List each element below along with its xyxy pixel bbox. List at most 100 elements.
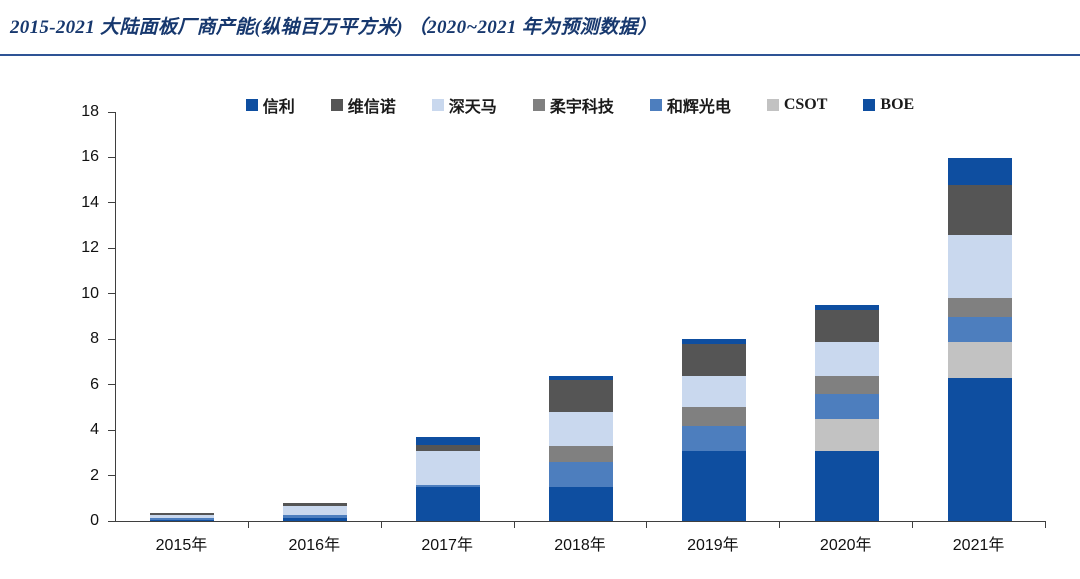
bar-series-container [116,112,1046,521]
y-tick-mark [108,429,115,431]
stacked-bar [681,112,746,521]
y-axis: 0 2 4 6 8 10 12 14 16 18 [0,104,115,529]
x-axis-label: 2021年 [952,537,1005,554]
title-divider [0,54,1080,56]
bar-segment-和辉光电 [150,517,215,520]
x-tick-mark [513,521,515,528]
bar-segment-BOE [549,486,613,521]
stacked-bar [416,112,481,521]
y-tick-mark [108,202,115,204]
y-tick-mark [108,338,115,340]
legend-item: 维信诺 [330,93,396,117]
bar-segment-维信诺 [549,380,613,412]
bar-segment-和辉光电 [947,316,1012,342]
x-axis-label: 2019年 [687,537,739,554]
stacked-bar [150,112,215,521]
bar-segment-BOE [150,519,215,521]
legend-label: 和辉光电 [666,99,731,116]
y-tick-mark [108,247,115,249]
bar-segment-和辉光电 [814,393,879,419]
bar-segment-维信诺 [681,343,746,376]
bar-segment-深天马 [150,515,215,518]
bar-group-2020年 [780,112,913,521]
x-axis-label: 2015年 [155,537,208,554]
y-tick-label: 12 [81,239,99,257]
legend-swatch-icon [245,99,258,111]
bar-segment-BOE [681,450,746,521]
bar-segment-深天马 [283,506,348,516]
stacked-bar [814,112,879,521]
bar-segment-柔宇科技 [549,446,613,462]
legend-item: 柔宇科技 [532,93,614,117]
x-tick-mark [380,521,382,528]
bar-segment-和辉光电 [416,484,481,487]
legend-label: 信利 [262,99,295,116]
legend-label: 柔宇科技 [549,99,614,116]
legend-item: CSOT [766,96,828,114]
bar-segment-深天马 [947,234,1012,299]
stacked-bar [283,112,348,521]
legend-swatch-icon [766,99,779,111]
y-tick-mark [108,111,115,113]
legend-swatch-icon [532,99,545,111]
legend-swatch-icon [431,99,444,111]
page-title: 2015-2021 大陆面板厂商产能(纵轴百万平方米) （2020~2021 年… [10,17,657,38]
legend-swatch-icon [649,99,662,111]
bar-group-2019年 [647,112,780,521]
y-tick-mark [108,520,115,522]
stacked-bar [549,112,613,521]
bar-segment-CSOT [814,418,879,451]
legend-label: BOE [880,96,915,113]
bar-segment-维信诺 [947,184,1012,235]
bar-segment-维信诺 [416,444,481,451]
stacked-bar [947,112,1012,521]
chart-legend: 信利 维信诺 深天马 柔宇科技 和辉光电 CSOT BOE [115,93,1045,117]
bar-segment-BOE [947,377,1012,521]
bar-segment-BOE [814,450,879,521]
y-tick-label: 10 [81,284,99,302]
legend-label: CSOT [783,96,828,113]
bar-segment-柔宇科技 [947,298,1012,317]
legend-label: 维信诺 [347,99,396,116]
bar-segment-柔宇科技 [681,407,746,426]
legend-swatch-icon [863,99,876,111]
bar-segment-柔宇科技 [814,375,879,394]
bar-segment-BOE [416,486,481,521]
legend-label: 深天马 [448,99,497,116]
bar-segment-信利 [416,436,481,445]
y-tick-label: 16 [81,148,99,166]
x-axis-label: 2018年 [554,537,606,554]
legend-item: BOE [863,96,914,114]
bar-segment-深天马 [814,341,879,376]
x-tick-mark [646,521,648,528]
bar-segment-和辉光电 [283,515,348,518]
bar-segment-CSOT [947,341,1012,378]
y-tick-mark [108,293,115,295]
legend-item: 和辉光电 [649,93,731,117]
x-tick-mark [912,521,914,528]
bar-group-2018年 [515,112,648,521]
bar-group-2015年 [116,112,249,521]
bar-segment-信利 [681,339,746,344]
y-tick-label: 2 [90,466,99,484]
y-tick-mark [108,384,115,386]
x-tick-mark [779,521,781,528]
bar-segment-信利 [814,305,879,310]
x-axis-labels: 2015年 2016年 2017年 2018年 2019年 2020年 2021年 [115,531,1045,555]
x-axis-label: 2017年 [421,537,473,554]
plot-area [115,112,1046,528]
bar-group-2016年 [249,112,382,521]
y-tick-label: 8 [90,330,99,348]
y-tick-label: 0 [90,512,99,529]
x-axis-label: 2020年 [819,537,872,554]
y-tick-label: 14 [81,193,99,211]
bar-group-2017年 [382,112,515,521]
bar-segment-维信诺 [150,513,215,516]
legend-item: 信利 [245,93,295,117]
y-tick-mark [108,156,115,158]
bar-segment-深天马 [681,375,746,408]
y-tick-label: 6 [90,375,99,393]
bar-segment-BOE [283,517,348,521]
x-tick-mark [1045,521,1046,528]
